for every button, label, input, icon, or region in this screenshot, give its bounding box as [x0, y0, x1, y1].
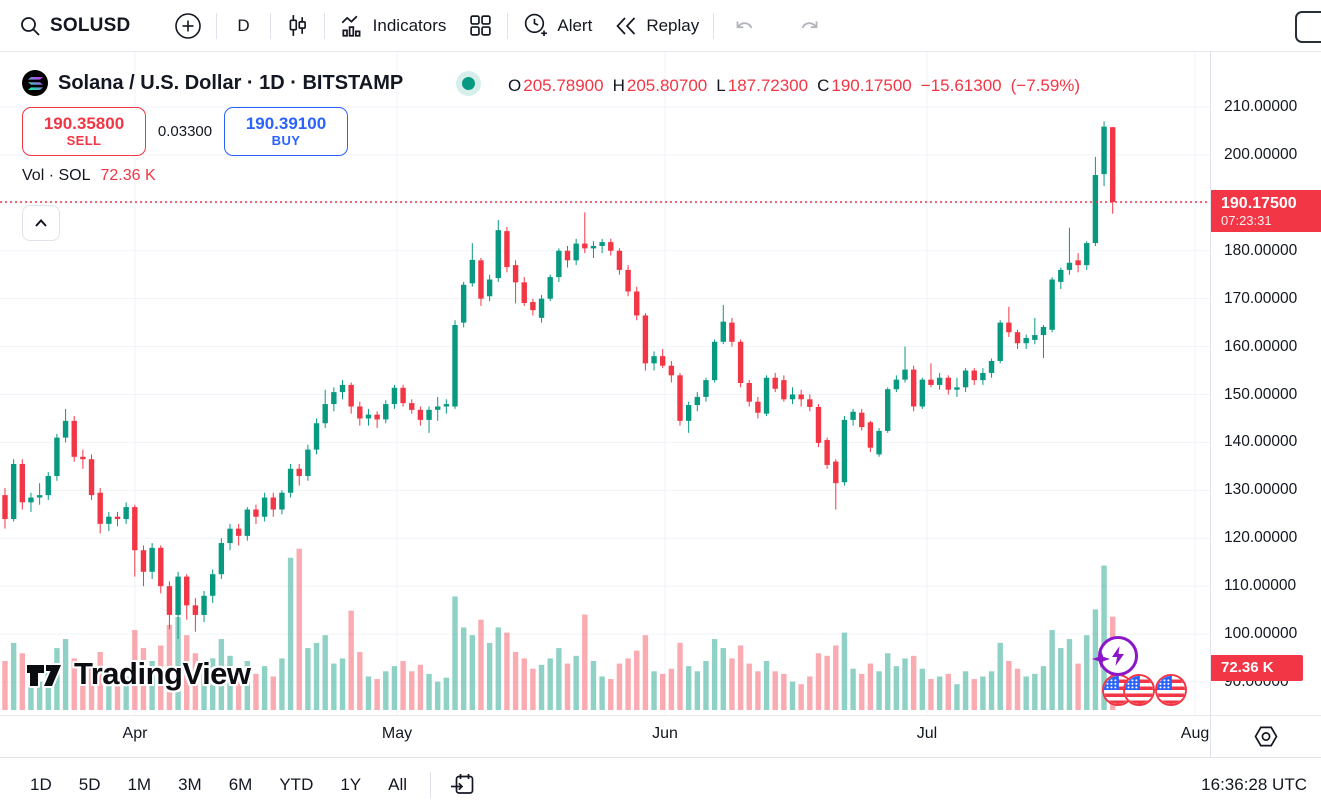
range-button-5d[interactable]: 5D [78, 774, 101, 794]
range-button-1d[interactable]: 1D [30, 774, 52, 794]
spread-value: 0.03300 [157, 123, 213, 140]
toolbar-separator [507, 12, 509, 39]
change-value: −15.61300 [920, 76, 1002, 95]
price-axis[interactable]: 90.00000 100.00000 110.00000 120.00000 130.0… [1210, 52, 1321, 715]
price-axis-label: 210.00000 [1224, 98, 1298, 115]
chart-style-icon[interactable] [285, 13, 310, 38]
range-button-ytd[interactable]: YTD [279, 774, 314, 794]
indicators-icon [339, 13, 365, 39]
price-axis-label: 180.00000 [1224, 241, 1298, 259]
range-button-1m[interactable]: 1M [127, 774, 152, 794]
bottom-toolbar: 1D 5D 1M 3M 6M YTD 1Y All 16:36:28 UTC [0, 757, 1321, 811]
price-axis-label: 150.00000 [1224, 385, 1298, 403]
toolbar-separator [269, 12, 271, 39]
volume-badge: 72.36 K [1210, 655, 1303, 681]
price-axis-label: 140.00000 [1224, 433, 1298, 451]
utc-clock[interactable]: 16:36:28 UTC [1201, 774, 1307, 794]
price-axis-label: 120.00000 [1224, 529, 1298, 547]
window-layout-icon[interactable] [1295, 11, 1321, 43]
price-axis-label: 200.00000 [1224, 145, 1298, 163]
symbol-title[interactable]: Solana / U.S. Dollar · 1D · BITSTAMP [58, 71, 404, 94]
price-axis-label: 170.00000 [1224, 289, 1298, 307]
undo-icon[interactable] [734, 18, 760, 34]
change-percent: (−7.59%) [1010, 76, 1081, 95]
price-axis-label: 100.00000 [1224, 625, 1298, 643]
range-button-all[interactable]: All [388, 774, 408, 794]
buy-button[interactable]: 190.39100 BUY [224, 107, 348, 156]
top-toolbar: SOLUSD D Indicators [0, 0, 1321, 52]
toolbar-separator [430, 771, 432, 798]
alert-clock-icon [522, 12, 549, 39]
toolbar-separator [713, 12, 715, 39]
trade-panel: 190.35800 SELL 0.03300 190.39100 BUY [22, 107, 348, 156]
bar-countdown: 07:23:31 [1221, 212, 1272, 228]
sell-button[interactable]: 190.35800 SELL [22, 107, 146, 156]
go-to-date-icon[interactable] [449, 771, 476, 798]
lightning-event-icon[interactable] [1098, 636, 1138, 676]
alert-button[interactable]: Alert [522, 12, 592, 39]
redo-icon[interactable] [794, 18, 820, 34]
watermark-text: TradingView [74, 656, 251, 691]
interval-button[interactable]: D [237, 15, 250, 35]
time-axis-label: Jul [916, 725, 938, 742]
volume-label: Vol · SOL [22, 167, 91, 184]
settings-gear-icon[interactable] [1252, 723, 1280, 750]
tradingview-watermark: TradingView [24, 656, 251, 692]
indicators-button[interactable]: Indicators [339, 13, 446, 39]
last-price: 190.17500 [1221, 194, 1297, 212]
low-value: 187.72300 [727, 76, 809, 95]
price-axis-label: 130.00000 [1224, 481, 1298, 499]
legend-collapse-button[interactable] [22, 205, 60, 241]
range-button-3m[interactable]: 3M [178, 774, 202, 794]
time-axis-label: Apr [122, 725, 148, 742]
axis-separator [1210, 52, 1211, 757]
symbol-legend[interactable]: Solana / U.S. Dollar · 1D · BITSTAMP [22, 70, 403, 96]
replay-button[interactable]: Replay [614, 14, 699, 38]
range-button-1y[interactable]: 1Y [340, 774, 362, 794]
sparkle-icon [1092, 650, 1110, 668]
toolbar-separator [323, 12, 325, 39]
replay-icon [614, 14, 638, 38]
search-icon[interactable] [18, 14, 42, 38]
price-axis-label: 160.00000 [1224, 337, 1298, 355]
time-axis[interactable]: Apr May Jun Jul Aug [0, 715, 1321, 758]
us-flag-event-icon[interactable] [1155, 674, 1187, 706]
close-value: 190.17500 [831, 76, 912, 95]
tradingview-logo-icon [24, 657, 64, 691]
us-flag-event-icon[interactable] [1123, 674, 1155, 706]
price-axis-label: 110.00000 [1224, 577, 1297, 595]
ohlc-values: O 205.78900 H 205.80700 L 187.72300 C 190.17… [508, 76, 1081, 95]
open-value: 205.78900 [523, 76, 604, 95]
time-axis-label: May [381, 725, 413, 742]
compare-add-icon[interactable] [174, 12, 202, 40]
last-price-badge: 190.17500 07:23:31 [1210, 189, 1321, 232]
indicator-templates-icon[interactable] [468, 13, 493, 38]
symbol-search-button[interactable]: SOLUSD [50, 14, 131, 36]
range-button-6m[interactable]: 6M [228, 774, 253, 794]
buy-price: 190.39100 [245, 114, 327, 134]
time-axis-label: Aug [1180, 725, 1210, 742]
sell-price: 190.35800 [43, 114, 125, 134]
volume-value: 72.36 K [100, 167, 156, 184]
market-status-dot[interactable] [462, 77, 475, 90]
time-axis-label: Jun [652, 725, 678, 742]
high-value: 205.80700 [626, 76, 708, 95]
toolbar-separator [216, 12, 218, 39]
volume-legend: Vol · SOL 72.36 K [22, 167, 156, 185]
solana-logo-icon [22, 70, 48, 96]
